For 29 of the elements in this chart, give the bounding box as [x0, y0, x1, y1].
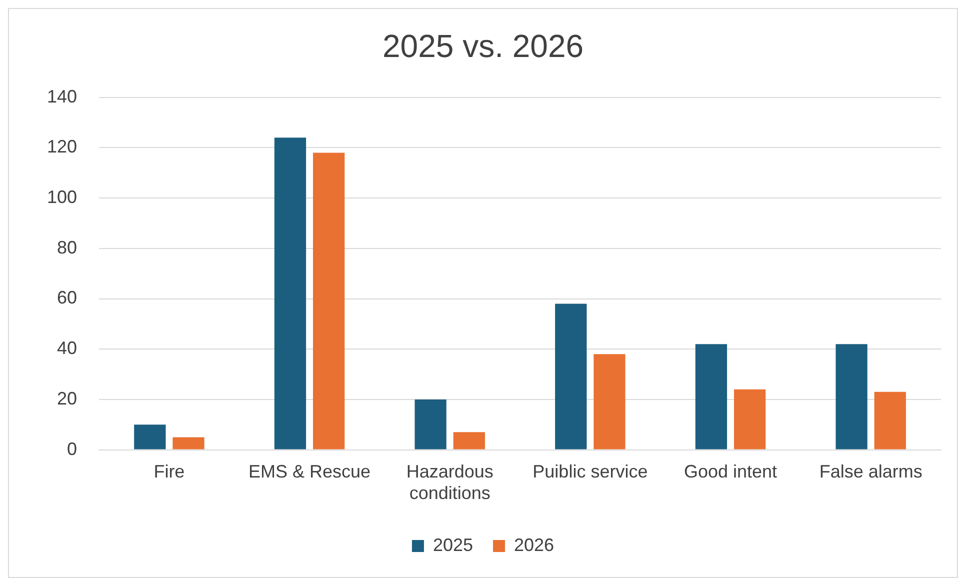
bar	[555, 304, 587, 450]
bar	[453, 432, 485, 450]
x-tick-label: Fire	[154, 462, 185, 482]
bar	[414, 399, 446, 450]
x-tick-label: Good intent	[684, 462, 778, 482]
bar	[134, 424, 166, 450]
y-tick-label: 120	[46, 136, 78, 157]
chart-title: 2025 vs. 2026	[382, 28, 584, 64]
bar	[274, 138, 306, 450]
bar	[874, 392, 906, 450]
y-tick-label: 40	[57, 338, 78, 358]
x-tick-label: EMS & Rescue	[248, 462, 371, 482]
bar	[695, 344, 728, 450]
bar	[313, 152, 345, 450]
y-tick-label: 0	[67, 438, 78, 459]
bar	[836, 344, 868, 450]
legend-label: 2025	[432, 534, 474, 555]
y-tick-label: 60	[57, 288, 78, 308]
bar	[172, 437, 204, 450]
y-tick-label: 140	[46, 86, 78, 106]
x-tick-label: Puiblic service	[532, 462, 648, 482]
x-tick-label: False alarms	[819, 462, 922, 482]
bar	[734, 389, 766, 450]
y-tick-label: 100	[46, 187, 78, 208]
x-tick-label: Hazardous conditions	[406, 462, 494, 504]
y-tick-label: 80	[57, 237, 78, 258]
y-tick-label: 20	[57, 388, 78, 408]
legend-label: 2026	[514, 534, 554, 555]
bar	[594, 354, 626, 450]
